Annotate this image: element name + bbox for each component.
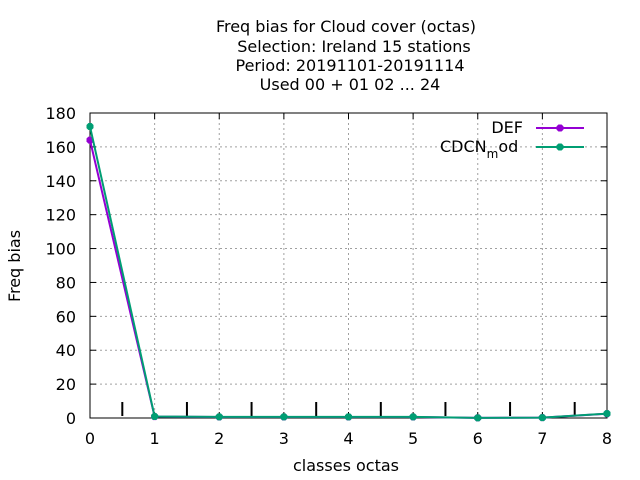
y-tick-labels: 0 20 40 60 80 100 120 140 160 180 — [45, 104, 76, 428]
data-point — [474, 414, 482, 422]
data-point — [280, 413, 288, 421]
y-tick-label: 160 — [45, 138, 76, 157]
y-tick-label: 180 — [45, 104, 76, 123]
y-tick-label: 140 — [45, 172, 76, 191]
y-tick-label: 100 — [45, 240, 76, 259]
data-point — [345, 413, 352, 421]
legend-marker-cdcn-mod — [556, 143, 564, 151]
data-point — [151, 412, 159, 420]
y-tick-label: 20 — [56, 375, 76, 394]
series-cdcn-mod — [86, 123, 611, 422]
x-tick-label: 8 — [602, 429, 612, 448]
data-point — [603, 410, 611, 418]
x-tick-label: 2 — [214, 429, 224, 448]
data-point — [215, 413, 223, 421]
y-tick-label: 0 — [66, 409, 76, 428]
legend: DEF CDCNmod — [440, 118, 584, 161]
x-axis-label: classes octas — [293, 456, 399, 475]
title-line-3: Period: 20191101-20191114 — [235, 56, 464, 75]
title-line-1: Freq bias for Cloud cover (octas) — [216, 17, 476, 36]
chart-title: Freq bias for Cloud cover (octas) Select… — [216, 17, 476, 94]
x-tick-label: 7 — [537, 429, 547, 448]
x-tick-label: 4 — [343, 429, 353, 448]
x-tick-label: 1 — [150, 429, 160, 448]
series-layer — [86, 123, 611, 422]
legend-label-cdcn-mod: CDCNmod — [440, 137, 518, 161]
data-point — [538, 414, 546, 422]
y-tick-label: 60 — [56, 307, 76, 326]
title-line-4: Used 00 + 01 02 ... 24 — [260, 75, 441, 94]
legend-marker-def — [556, 124, 564, 132]
y-tick-label: 120 — [45, 206, 76, 225]
x-tick-label: 5 — [408, 429, 418, 448]
legend-cdcn-tail: od — [498, 137, 518, 156]
axis-tick-marks — [89, 112, 608, 419]
y-tick-label: 80 — [56, 273, 76, 292]
x-tick-label: 3 — [279, 429, 289, 448]
x-tick-label: 6 — [473, 429, 483, 448]
data-point — [409, 413, 417, 421]
y-tick-label: 40 — [56, 341, 76, 360]
legend-cdcn-main: CDCN — [440, 137, 487, 156]
mid-tick-marks — [121, 402, 576, 416]
grid — [90, 113, 607, 418]
y-axis-label: Freq bias — [5, 230, 24, 302]
x-tick-labels: 0 1 2 3 4 5 6 7 8 — [85, 429, 612, 448]
data-point — [86, 123, 94, 131]
title-line-2: Selection: Ireland 15 stations — [237, 37, 470, 56]
legend-label-def: DEF — [491, 118, 523, 137]
legend-cdcn-sub: m — [487, 147, 499, 161]
x-tick-label: 0 — [85, 429, 95, 448]
